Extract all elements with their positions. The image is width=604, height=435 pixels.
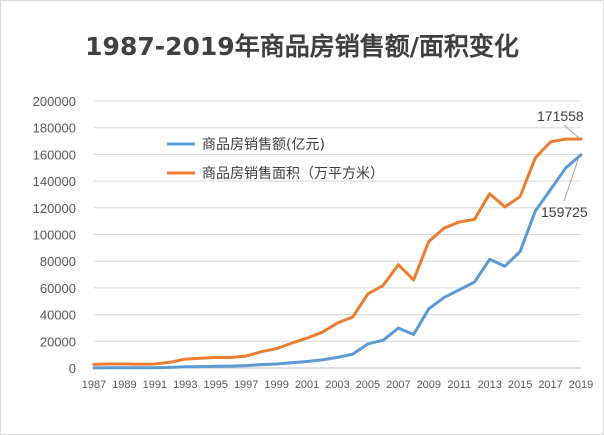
legend-label: 商品房销售额(亿元): [202, 137, 325, 153]
x-tick-label: 1987: [82, 379, 106, 391]
x-tick-label: 1997: [234, 379, 258, 391]
x-tick-label: 2003: [325, 379, 349, 391]
x-tick-label: 2013: [477, 379, 501, 391]
y-tick-label: 80000: [40, 254, 76, 269]
x-tick-label: 2011: [447, 379, 471, 391]
annotation-leader: [563, 156, 580, 202]
x-tick-label: 1995: [204, 379, 228, 391]
data-label-amount-2019: 159725: [541, 204, 588, 220]
y-tick-label: 20000: [40, 334, 76, 349]
x-tick-label: 2005: [356, 379, 380, 391]
x-tick-label: 1991: [143, 379, 167, 391]
series-line-sales-area: [92, 137, 583, 366]
annotation-leader: [563, 124, 580, 139]
y-tick-label: 100000: [33, 228, 76, 243]
x-tick-label: 2019: [569, 379, 593, 391]
x-tick-label: 1989: [112, 379, 136, 391]
x-tick-label: 1999: [264, 379, 288, 391]
y-tick-label: 200000: [33, 94, 76, 109]
y-tick-label: 0: [69, 361, 76, 376]
y-tick-label: 40000: [40, 308, 76, 323]
y-tick-label: 160000: [33, 147, 76, 162]
x-tick-label: 2009: [417, 379, 441, 391]
x-tick-label: 1993: [173, 379, 197, 391]
legend-label: 商品房销售面积（万平方米）: [202, 166, 384, 182]
y-tick-label: 180000: [33, 121, 76, 136]
y-tick-label: 140000: [33, 174, 76, 189]
x-tick-label: 2017: [538, 379, 562, 391]
x-tick-label: 2015: [508, 379, 532, 391]
y-tick-label: 60000: [40, 281, 76, 296]
y-tick-label: 120000: [33, 201, 76, 216]
series-line-sales-amount: [92, 153, 583, 370]
x-tick-label: 2001: [295, 379, 319, 391]
chart-title: 1987-2019年商品房销售额/面积变化: [85, 32, 519, 61]
data-label-area-2019: 171558: [537, 108, 584, 124]
x-tick-label: 2007: [386, 379, 410, 391]
